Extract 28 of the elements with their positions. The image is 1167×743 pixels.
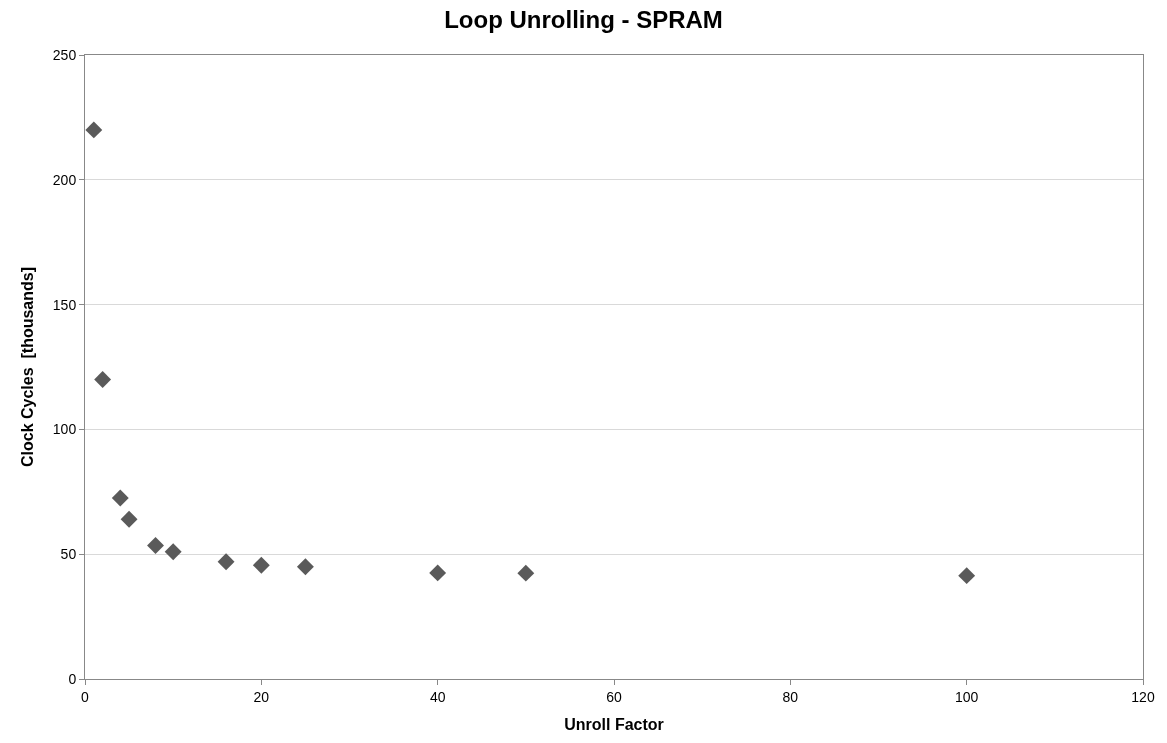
x-axis-title: Unroll Factor bbox=[564, 716, 664, 734]
x-tick-label: 40 bbox=[429, 688, 446, 705]
x-tick-label: 120 bbox=[1131, 688, 1155, 705]
point bbox=[164, 543, 182, 561]
point bbox=[120, 510, 138, 528]
point bbox=[217, 553, 235, 571]
x-tick-label: 80 bbox=[782, 688, 799, 705]
point bbox=[252, 556, 270, 574]
chart-title: Loop Unrolling - SPRAM bbox=[444, 5, 723, 33]
point bbox=[958, 567, 976, 585]
point bbox=[429, 564, 447, 582]
x-tick-label: 60 bbox=[606, 688, 622, 705]
y-tick-label: 0 bbox=[68, 670, 77, 687]
y-tick-label: 150 bbox=[52, 296, 77, 313]
y-tick-label: 100 bbox=[52, 421, 77, 438]
point bbox=[147, 537, 164, 554]
point bbox=[517, 564, 535, 582]
x-tick-label: 100 bbox=[954, 688, 979, 705]
point bbox=[111, 489, 129, 507]
x-tick-label: 20 bbox=[253, 688, 270, 705]
y-tick-label: 50 bbox=[60, 546, 77, 563]
y-tick-label: 250 bbox=[52, 46, 77, 63]
y-axis-title: Clock Cycles [thousands] bbox=[18, 266, 36, 468]
x-tick-label: 0 bbox=[81, 688, 90, 705]
point bbox=[296, 558, 314, 576]
point bbox=[85, 121, 103, 139]
y-tick-label: 200 bbox=[52, 171, 77, 188]
point bbox=[94, 371, 112, 388]
